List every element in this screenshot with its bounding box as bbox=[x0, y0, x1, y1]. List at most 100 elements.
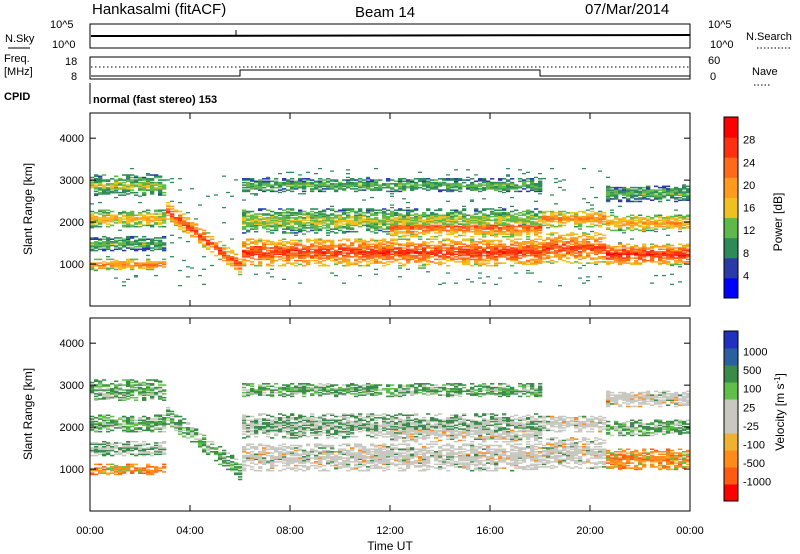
power-cell bbox=[602, 261, 607, 263]
nave-tick-top: 60 bbox=[708, 55, 720, 67]
power-cell bbox=[678, 230, 682, 233]
power-cell bbox=[562, 237, 567, 239]
power-cell bbox=[298, 179, 303, 181]
power-cell bbox=[246, 229, 251, 232]
power-cell bbox=[366, 263, 371, 266]
power-colorbar-tick: 28 bbox=[743, 135, 755, 147]
power-cell bbox=[278, 213, 283, 215]
power-cell bbox=[650, 256, 655, 258]
power-cell bbox=[498, 214, 503, 217]
power-cell bbox=[534, 258, 539, 261]
power-cell bbox=[286, 256, 291, 258]
power-cell bbox=[406, 257, 411, 259]
power-cell bbox=[190, 267, 194, 269]
power-cell bbox=[118, 268, 123, 271]
power-cell bbox=[246, 212, 251, 214]
power-cell bbox=[626, 252, 631, 254]
power-cell bbox=[458, 190, 463, 193]
power-cell bbox=[458, 246, 463, 248]
power-cell bbox=[642, 243, 647, 246]
power-cell bbox=[306, 239, 311, 242]
power-cell bbox=[274, 212, 279, 214]
power-cell bbox=[282, 219, 287, 222]
power-cell bbox=[662, 257, 667, 259]
power-cell bbox=[578, 256, 583, 258]
power-cell bbox=[686, 225, 691, 228]
power-cell bbox=[178, 214, 183, 217]
power-cell bbox=[286, 210, 291, 213]
power-cell bbox=[566, 220, 571, 223]
power-cell bbox=[270, 215, 275, 218]
power-cell bbox=[286, 259, 291, 262]
power-cell bbox=[606, 188, 611, 190]
power-cell bbox=[574, 214, 579, 217]
power-cell bbox=[654, 189, 659, 191]
power-cell bbox=[298, 219, 303, 222]
velocity-cell bbox=[106, 422, 111, 424]
power-cell bbox=[454, 214, 459, 217]
power-cell bbox=[358, 214, 363, 217]
power-cell bbox=[530, 239, 535, 242]
power-cell bbox=[302, 180, 307, 183]
power-cell bbox=[354, 183, 359, 185]
power-cell bbox=[346, 212, 351, 214]
power-cell bbox=[318, 261, 323, 263]
power-cell bbox=[162, 220, 167, 223]
power-cell bbox=[118, 212, 123, 214]
power-cell bbox=[682, 249, 687, 252]
power-cell bbox=[614, 251, 619, 253]
power-cell bbox=[218, 248, 223, 251]
power-cell bbox=[266, 178, 271, 180]
power-cell bbox=[414, 188, 419, 190]
power-cell bbox=[286, 232, 291, 234]
power-cell bbox=[438, 215, 443, 218]
power-cell bbox=[118, 194, 123, 196]
power-cell bbox=[194, 218, 198, 220]
power-cell bbox=[334, 179, 339, 181]
power-cell bbox=[130, 183, 135, 185]
power-cell bbox=[446, 200, 450, 202]
power-cell bbox=[646, 185, 651, 188]
power-cell bbox=[374, 249, 379, 252]
power-cell bbox=[614, 261, 619, 263]
power-cell bbox=[662, 191, 667, 194]
power-cell bbox=[402, 257, 407, 259]
power-cell bbox=[414, 227, 419, 229]
power-cell bbox=[350, 179, 355, 181]
power-cell bbox=[506, 229, 511, 232]
power-cell bbox=[574, 220, 579, 223]
power-cell bbox=[630, 200, 635, 203]
power-cell bbox=[502, 208, 507, 210]
power-cell bbox=[306, 178, 311, 180]
power-cell bbox=[254, 223, 259, 225]
power-cell bbox=[478, 258, 483, 261]
power-cell bbox=[466, 186, 471, 189]
power-cell bbox=[446, 233, 451, 235]
power-cell bbox=[446, 213, 451, 215]
velocity-cell bbox=[106, 418, 111, 420]
power-cell bbox=[478, 272, 482, 274]
power-cell bbox=[538, 252, 543, 254]
power-cell bbox=[534, 248, 539, 251]
power-cell bbox=[542, 261, 547, 263]
power-cell bbox=[162, 214, 167, 217]
power-cell bbox=[562, 215, 567, 218]
power-cell bbox=[106, 242, 111, 244]
power-cell bbox=[406, 259, 411, 262]
power-cell bbox=[650, 261, 655, 263]
power-cell bbox=[398, 258, 403, 261]
velocity-cell bbox=[90, 454, 95, 457]
power-cell bbox=[438, 209, 443, 212]
power-cell bbox=[510, 224, 515, 227]
power-cell bbox=[370, 189, 375, 191]
power-cell bbox=[378, 249, 383, 252]
power-cell bbox=[158, 188, 163, 190]
power-cell bbox=[674, 193, 679, 195]
power-cell bbox=[358, 180, 363, 183]
power-cell bbox=[390, 220, 395, 223]
power-cell bbox=[286, 183, 291, 185]
power-cell bbox=[394, 189, 399, 191]
power-cell bbox=[658, 222, 663, 224]
velocity-cell bbox=[94, 385, 99, 388]
power-cell bbox=[162, 219, 167, 222]
